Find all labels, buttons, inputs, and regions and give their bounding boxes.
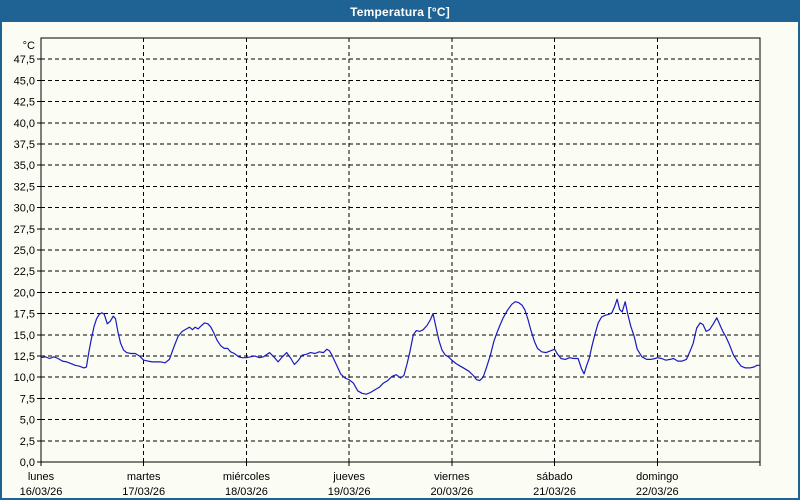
day-name-label: martes <box>127 471 161 483</box>
y-tick-label: 12,5 <box>14 351 35 363</box>
y-tick-label: 20,0 <box>14 287 35 299</box>
day-date-label: 20/03/26 <box>430 486 473 498</box>
day-date-label: 19/03/26 <box>328 486 371 498</box>
y-tick-label: 2,5 <box>20 436 35 448</box>
y-tick-label: 47,5 <box>14 54 35 66</box>
temperature-series-line <box>40 298 761 395</box>
day-date-label: 17/03/26 <box>122 486 165 498</box>
y-tick-label: 27,5 <box>14 224 35 236</box>
y-tick-label: 25,0 <box>14 245 35 257</box>
y-tick-label: 42,5 <box>14 97 35 109</box>
y-tick-label: 10,0 <box>14 372 35 384</box>
day-date-label: 21/03/26 <box>533 486 576 498</box>
temperature-chart: 0,0 2,5 5,0 7,5 10,0 12,5 15,0 17,5 20,0 22,5 25,0… <box>14 37 761 498</box>
window-title: Temperatura [°C] <box>350 5 450 19</box>
day-name-label: viernes <box>434 471 470 483</box>
day-name-label: lunes <box>28 471 55 483</box>
y-tick-label: 35,0 <box>14 160 35 172</box>
y-tick-label: 7,5 <box>20 393 35 405</box>
day-name-label: jueves <box>332 471 365 483</box>
y-tick-label: 40,0 <box>14 118 35 130</box>
day-name-label: domingo <box>636 471 678 483</box>
chart-area: 0,0 2,5 5,0 7,5 10,0 12,5 15,0 17,5 20,0 22,5 25,0… <box>2 22 798 498</box>
y-tick-label: 5,0 <box>20 415 35 427</box>
y-tick-label: 32,5 <box>14 181 35 193</box>
y-tick-label: 37,5 <box>14 139 35 151</box>
title-bar: Temperatura [°C] <box>2 2 798 22</box>
y-tick-label: 0,0 <box>20 457 35 469</box>
day-name-label: miércoles <box>223 471 271 483</box>
y-axis-unit-label: °C <box>23 40 35 52</box>
day-date-label: 22/03/26 <box>636 486 679 498</box>
y-tick-label: 45,0 <box>14 75 35 87</box>
day-date-label: 16/03/26 <box>20 486 63 498</box>
y-tick-label: 22,5 <box>14 266 35 278</box>
day-name-label: sábado <box>537 471 573 483</box>
y-tick-label: 17,5 <box>14 309 35 321</box>
y-tick-label: 15,0 <box>14 330 35 342</box>
day-date-label: 18/03/26 <box>225 486 268 498</box>
plot-frame <box>40 37 761 463</box>
y-tick-label: 30,0 <box>14 203 35 215</box>
